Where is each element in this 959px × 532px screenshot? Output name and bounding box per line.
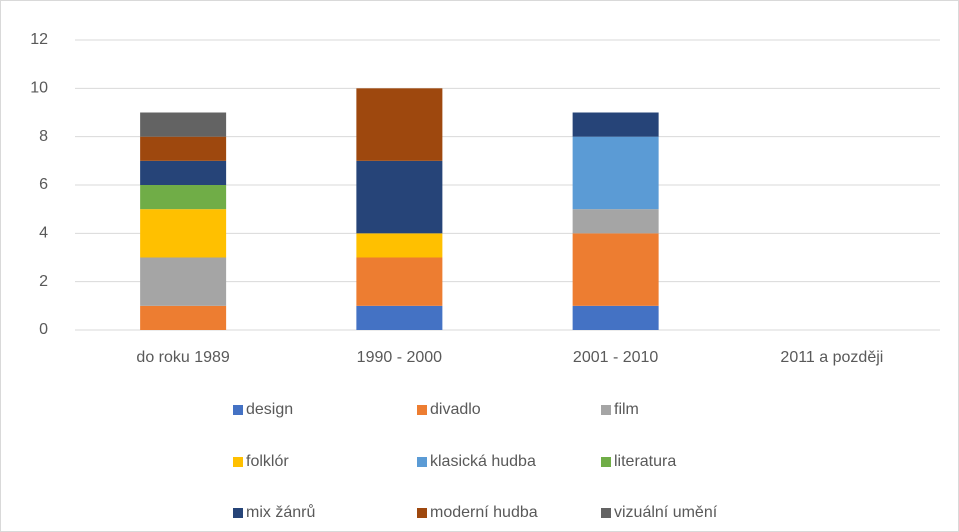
- bar-segment: [140, 305, 227, 330]
- x-tick-label: 2001 - 2010: [573, 349, 659, 366]
- legend-swatch: [417, 508, 427, 518]
- legend-swatch: [601, 405, 611, 415]
- legend-swatch: [601, 457, 611, 467]
- legend-label: film: [614, 401, 639, 418]
- legend-swatch: [417, 405, 427, 415]
- bar-segment: [572, 233, 659, 306]
- legend-swatch: [233, 508, 243, 518]
- legend-swatch: [233, 457, 243, 467]
- bar-segment: [140, 112, 227, 137]
- y-tick-label: 0: [39, 321, 48, 338]
- legend-label: folklór: [246, 453, 289, 470]
- legend-label: vizuální umění: [614, 504, 718, 521]
- legend-label: mix žánrů: [246, 503, 315, 521]
- y-tick-label: 6: [39, 176, 48, 193]
- bar-segment: [140, 257, 227, 306]
- y-tick-label: 4: [39, 225, 48, 242]
- bar-segment: [356, 88, 443, 161]
- bar-segment: [572, 136, 659, 210]
- x-tick-label: do roku 1989: [136, 349, 230, 366]
- bar-segment: [140, 209, 227, 258]
- legend-swatch: [601, 508, 611, 518]
- bar-segment: [140, 136, 227, 161]
- bar-segment: [356, 160, 443, 234]
- y-tick-label: 10: [30, 80, 48, 97]
- legend-label: literatura: [614, 453, 676, 470]
- y-tick-label: 12: [30, 31, 48, 48]
- bar-segment: [572, 305, 659, 330]
- x-tick-label: 1990 - 2000: [357, 349, 443, 366]
- legend-label: design: [246, 401, 293, 418]
- legend-swatch: [233, 405, 243, 415]
- bar-segment: [356, 233, 443, 258]
- legend-swatch: [417, 457, 427, 467]
- y-tick-label: 2: [39, 273, 48, 290]
- legend-label: divadlo: [430, 401, 481, 418]
- bar-segment: [572, 112, 659, 137]
- x-tick-label: 2011 a později: [780, 349, 883, 366]
- legend-label: moderní hudba: [430, 504, 538, 521]
- legend-label: klasická hudba: [430, 453, 536, 470]
- bar-segment: [140, 185, 227, 210]
- y-tick-label: 8: [39, 128, 48, 145]
- bar-segment: [356, 257, 443, 306]
- bar-segment: [140, 160, 227, 185]
- bar-segment: [572, 209, 659, 234]
- bar-segment: [356, 305, 443, 330]
